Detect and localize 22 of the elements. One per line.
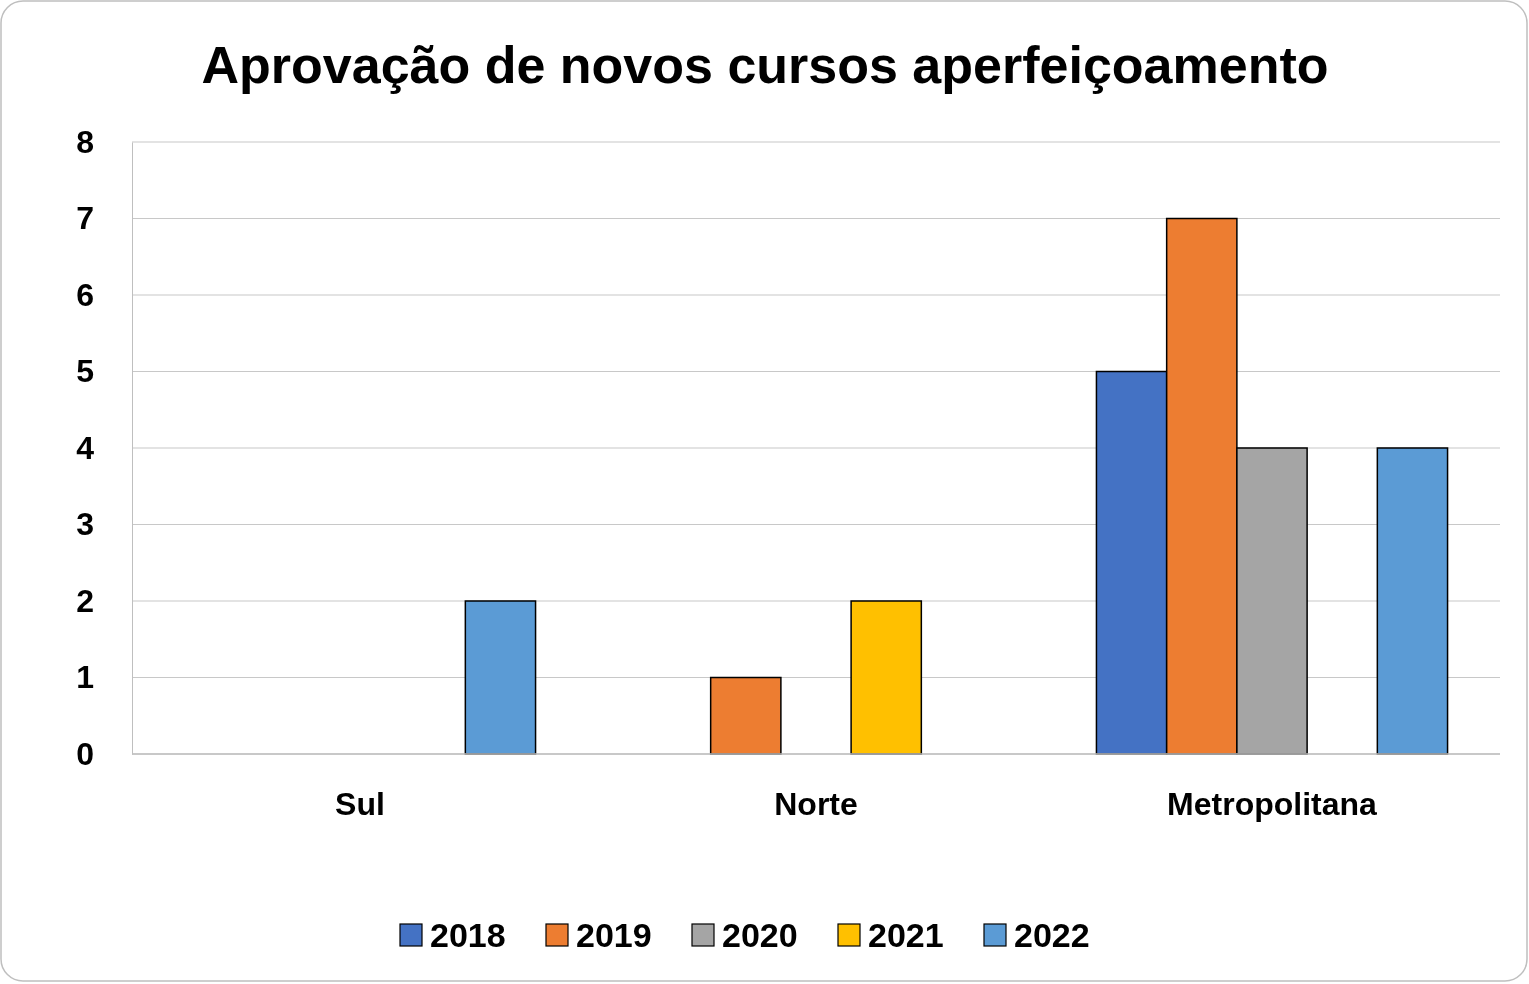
legend-label: 2021	[868, 916, 944, 954]
legend-label: 2019	[576, 916, 652, 954]
x-tick-label: Norte	[774, 785, 858, 822]
y-tick-label: 7	[76, 200, 94, 237]
y-tick-label: 6	[76, 276, 94, 313]
y-tick-label: 8	[76, 123, 94, 160]
y-tick-label: 0	[76, 735, 94, 772]
x-tick-label: Sul	[335, 785, 385, 822]
legend-label: 2018	[430, 916, 506, 954]
bar	[709, 676, 782, 755]
bar	[850, 600, 923, 755]
legend-label: 2022	[1014, 916, 1090, 954]
chart-title: Aprovação de novos cursos aperfeiçoamento	[201, 36, 1329, 94]
y-tick-label: 1	[76, 659, 94, 696]
bar	[1376, 447, 1449, 755]
y-tick-label: 3	[76, 506, 94, 543]
y-tick-label: 4	[76, 429, 95, 466]
y-tick-label: 5	[76, 353, 94, 390]
bar	[464, 600, 537, 755]
x-tick-label: Metropolitana	[1167, 785, 1378, 822]
legend-label: 2020	[722, 916, 798, 954]
y-tick-label: 2	[76, 582, 94, 619]
